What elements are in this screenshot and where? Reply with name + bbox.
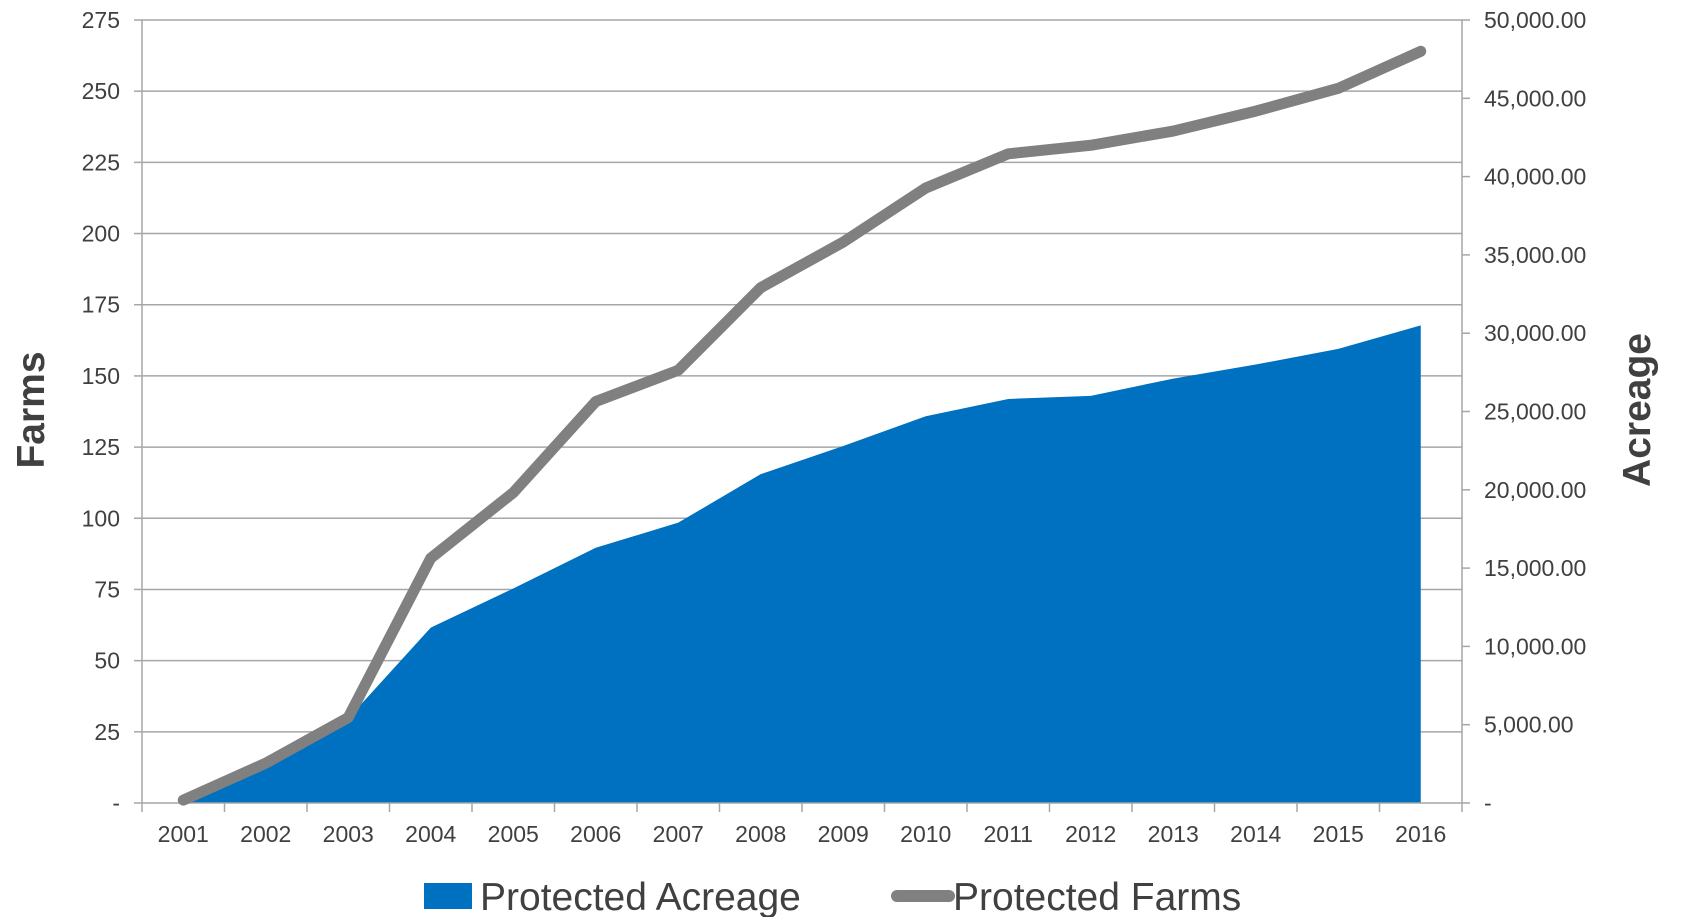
gridlines [142,19,1462,733]
y-left-tick-label: 250 [82,78,120,104]
y-axis-right-title: Acreage [1616,333,1659,487]
area-series-protected-acreage [183,325,1421,803]
x-tick-label: 2005 [488,821,539,847]
x-tick-label: 2014 [1230,821,1281,847]
y-left-tick-label: 125 [82,434,120,460]
x-tick-label: 2004 [405,821,456,847]
x-tick-label: 2012 [1065,821,1116,847]
y-left-tick-label: 100 [82,505,120,531]
y-left-tick-label: 200 [82,221,120,247]
y-right-tick-label: 25,000.00 [1484,399,1586,425]
y-right-tick-label: - [1484,790,1492,816]
legend-item-protected-acreage[interactable]: Protected Acreage [424,876,801,917]
x-tick-label: 2008 [735,821,786,847]
y-right-tick-label: 35,000.00 [1484,242,1586,268]
x-tick-label: 2007 [653,821,704,847]
y-left-tick-label: 275 [82,7,120,33]
legend-item-protected-farms[interactable]: Protected Farms [891,876,1241,917]
x-tick-label: 2013 [1148,821,1199,847]
y-left-tick-label: 50 [94,648,120,674]
y-right-tick-label: 45,000.00 [1484,85,1586,111]
legend: Protected Acreage Protected Farms [424,876,1241,917]
line-series-protected-farms [177,45,1427,806]
x-tick-label: 2003 [323,821,374,847]
y-left-tick-label: 75 [94,576,120,602]
y-left-tick-label: 150 [82,363,120,389]
axes [134,19,1470,812]
tick-labels: - 25 50 75 100 125 150 175 200 225 250 275 - 5,000.00… [82,7,1587,847]
y-right-tick-label: 50,000.00 [1484,7,1586,33]
legend-swatch-area [424,883,472,909]
y-left-tick-label: 225 [82,149,120,175]
y-right-tick-label: 40,000.00 [1484,164,1586,190]
line-series-layer [177,45,1427,806]
y-left-tick-label: 175 [82,292,120,318]
x-tick-label: 2002 [240,821,291,847]
x-tick-label: 2011 [984,821,1033,847]
x-tick-label: 2016 [1395,821,1446,847]
y-right-tick-label: 5,000.00 [1484,712,1574,738]
x-tick-label: 2006 [570,821,621,847]
y-right-tick-label: 30,000.00 [1484,320,1586,346]
y-right-tick-label: 10,000.00 [1484,633,1586,659]
legend-label-protected-farms: Protected Farms [953,876,1241,917]
y-axis-left-title: Farms [10,351,53,468]
y-right-tick-label: 20,000.00 [1484,477,1586,503]
x-tick-label: 2015 [1313,821,1364,847]
y-left-tick-label: 25 [94,719,120,745]
x-tick-label: 2010 [900,821,951,847]
x-tick-label: 2009 [818,821,869,847]
y-left-tick-label: - [112,790,120,816]
area-series-layer [183,325,1421,803]
y-right-tick-label: 15,000.00 [1484,555,1586,581]
x-tick-label: 2001 [158,821,209,847]
legend-label-protected-acreage: Protected Acreage [480,876,801,917]
